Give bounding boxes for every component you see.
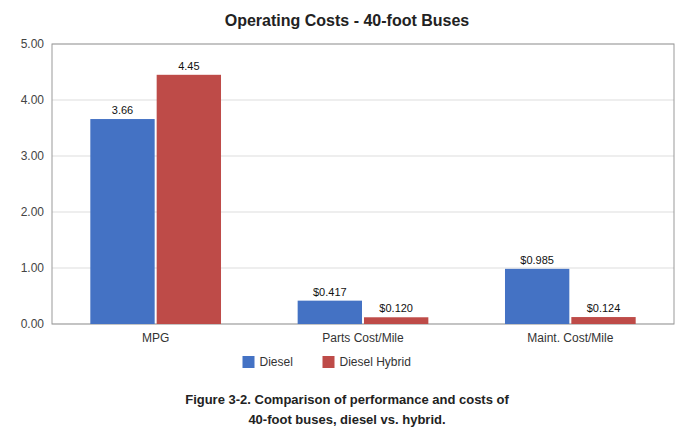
bars — [90, 75, 635, 324]
x-tick-label: Maint. Cost/Mile — [527, 331, 613, 345]
title: Operating Costs - 40-foot Buses — [225, 12, 470, 29]
chart: Operating Costs - 40-foot Buses 0.00 1.00 2… — [0, 0, 694, 438]
legend-label: Diesel Hybrid — [340, 355, 411, 369]
y-tick-label: 4.00 — [21, 93, 45, 107]
caption: 40-foot buses, diesel vs. hybrid. — [248, 412, 445, 427]
bar — [298, 301, 362, 324]
data-label: $0.985 — [520, 254, 554, 266]
data-label: 3.66 — [112, 104, 133, 116]
x-tick-label: Parts Cost/Mile — [322, 331, 404, 345]
y-axis: 0.00 1.00 2.00 3.00 4.00 5.00 — [21, 37, 674, 331]
bar — [364, 317, 428, 324]
y-tick-label: 0.00 — [21, 317, 45, 331]
y-tick-label: 3.00 — [21, 149, 45, 163]
bar — [571, 317, 635, 324]
legend-swatch — [243, 356, 255, 368]
bar — [157, 75, 221, 324]
data-label: $0.417 — [313, 286, 347, 298]
x-axis: MPG Parts Cost/Mile Maint. Cost/Mile — [142, 331, 614, 345]
bar — [505, 269, 569, 324]
legend-swatch — [323, 356, 335, 368]
grid-line — [52, 100, 674, 101]
caption: Figure 3-2. Comparison of performance an… — [185, 392, 509, 407]
plot-frame — [52, 44, 674, 324]
data-labels: 3.66 $0.417 $0.985 4.45 $0.120 $0.124 — [112, 60, 621, 314]
legend-label: Diesel — [260, 355, 293, 369]
data-label: 4.45 — [178, 60, 199, 72]
x-tick-label: MPG — [142, 331, 169, 345]
y-tick-label: 5.00 — [21, 37, 45, 51]
legend: Diesel Diesel Hybrid — [243, 355, 411, 369]
y-tick-label: 1.00 — [21, 261, 45, 275]
y-tick-label: 2.00 — [21, 205, 45, 219]
data-label: $0.124 — [587, 302, 621, 314]
data-label: $0.120 — [379, 302, 413, 314]
bar — [90, 119, 154, 324]
